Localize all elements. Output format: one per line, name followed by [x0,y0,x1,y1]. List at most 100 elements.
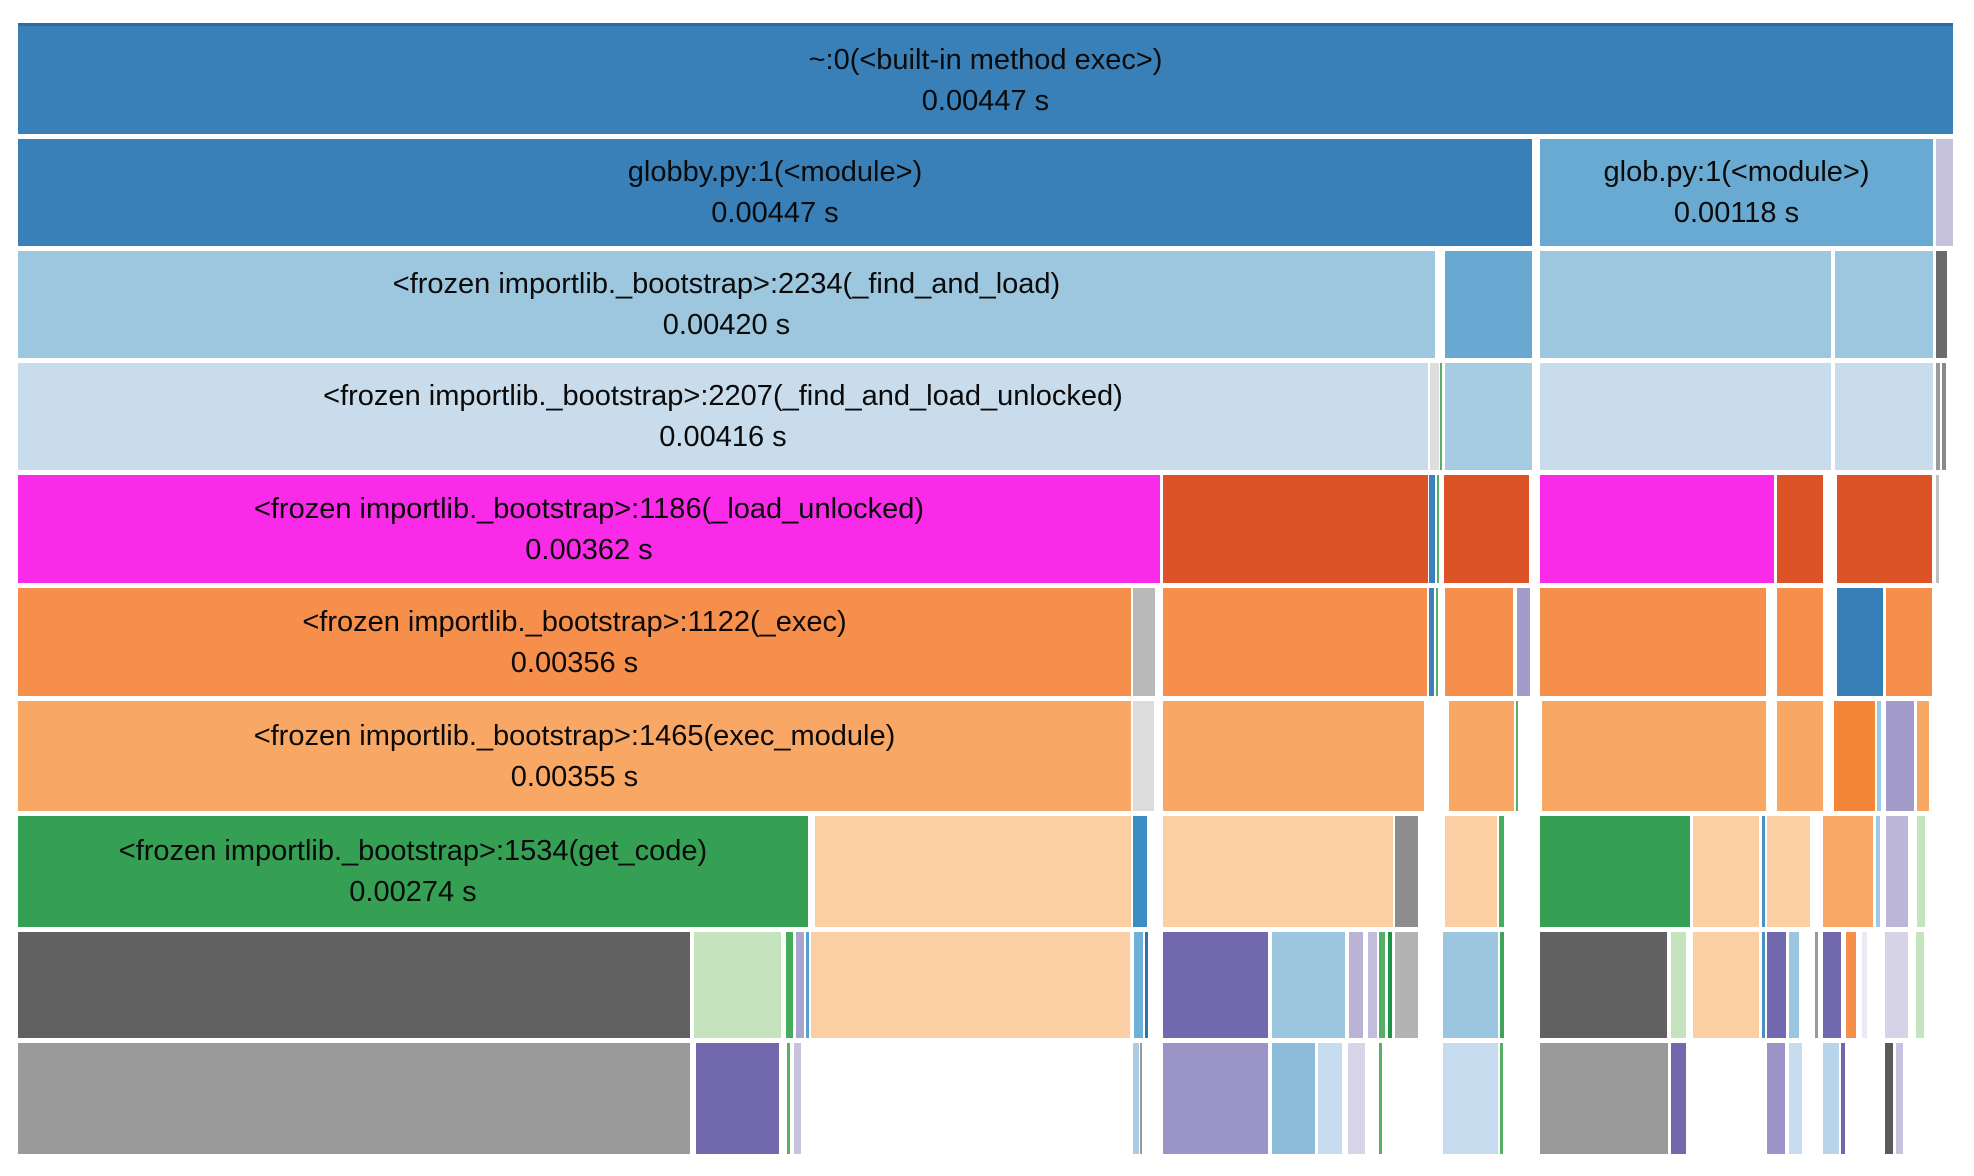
frame-depth-5-2[interactable] [1163,588,1427,696]
frame-depth-6-2[interactable] [1163,701,1424,811]
frame-depth-8-17[interactable] [1540,932,1667,1038]
frame-depth-5-9[interactable] [1837,588,1883,696]
frame-depth-5-7[interactable] [1540,588,1766,696]
frame-exec[interactable]: <frozen importlib._bootstrap>:1122(_exec… [18,588,1131,696]
frame-depth-8-5[interactable] [811,932,1130,1038]
frame-depth-7-12[interactable] [1876,816,1880,927]
frame-globby-module[interactable]: globby.py:1(<module>) 0.00447 s [18,139,1532,246]
frame-depth-7-7[interactable] [1540,816,1690,927]
frame-depth-8-10[interactable] [1349,932,1363,1038]
frame-depth-8-11[interactable] [1368,932,1377,1038]
frame-depth-3-5[interactable] [1835,363,1933,470]
frame-depth-8-1[interactable] [694,932,781,1038]
frame-depth-7-8[interactable] [1693,816,1759,927]
frame-depth-9-6[interactable] [1163,1043,1268,1154]
frame-depth-9-9[interactable] [1348,1043,1365,1154]
frame-depth-8-19[interactable] [1693,932,1759,1038]
frame-depth-8-26[interactable] [1862,932,1867,1038]
frame-depth-4-6[interactable] [1777,475,1823,583]
frame-depth-7-9[interactable] [1762,816,1765,927]
frame-depth-7-5[interactable] [1445,816,1497,927]
frame-depth-6-5[interactable] [1542,701,1766,811]
frame-depth-9-8[interactable] [1318,1043,1342,1154]
frame-depth-5-8[interactable] [1777,588,1823,696]
frame-depth-8-0[interactable] [18,932,690,1038]
frame-depth-8-2[interactable] [786,932,793,1038]
frame-find-and-load[interactable]: <frozen importlib._bootstrap>:2234(_find… [18,251,1435,358]
frame-depth-9-19[interactable] [1885,1043,1893,1154]
frame-depth-6-6[interactable] [1777,701,1823,811]
frame-depth-9-0[interactable] [18,1043,690,1154]
frame-depth-9-12[interactable] [1500,1043,1503,1154]
frame-depth-4-3[interactable] [1437,475,1439,583]
frame-exec-module[interactable]: <frozen importlib._bootstrap>:1465(exec_… [18,701,1131,811]
frame-depth-6-3[interactable] [1449,701,1514,811]
frame-depth-7-1[interactable] [815,816,1131,927]
frame-depth-8-4[interactable] [806,932,809,1038]
frame-builtin-exec[interactable]: ~:0(<built-in method exec>) 0.00447 s [18,23,1953,134]
frame-depth-9-10[interactable] [1379,1043,1382,1154]
frame-depth-7-14[interactable] [1917,816,1925,927]
frame-depth-4-1[interactable] [1163,475,1428,583]
frame-depth-3-6[interactable] [1936,363,1940,470]
frame-depth-2-3[interactable] [1835,251,1933,358]
frame-depth-8-9[interactable] [1272,932,1345,1038]
frame-depth-5-3[interactable] [1429,588,1434,696]
frame-depth-7-10[interactable] [1767,816,1810,927]
frame-depth-9-11[interactable] [1443,1043,1498,1154]
frame-depth-7-3[interactable] [1163,816,1393,927]
frame-depth-9-15[interactable] [1767,1043,1785,1154]
frame-depth-8-23[interactable] [1815,932,1818,1038]
frame-depth-6-8[interactable] [1877,701,1881,811]
frame-load-unlocked[interactable]: <frozen importlib._bootstrap>:1186(_load… [18,475,1160,583]
frame-depth-3-3[interactable] [1445,363,1532,470]
frame-depth-9-18[interactable] [1841,1043,1845,1154]
frame-depth-4-5[interactable] [1540,475,1774,583]
frame-depth-8-12[interactable] [1379,932,1385,1038]
frame-depth-6-10[interactable] [1917,701,1929,811]
frame-depth-8-3[interactable] [796,932,804,1038]
frame-depth-8-8[interactable] [1163,932,1268,1038]
frame-depth-9-2[interactable] [787,1043,790,1154]
frame-depth-7-6[interactable] [1499,816,1504,927]
frame-depth-8-7[interactable] [1145,932,1148,1038]
frame-depth-8-21[interactable] [1767,932,1786,1038]
frame-depth-8-15[interactable] [1443,932,1498,1038]
frame-depth-5-6[interactable] [1517,588,1530,696]
frame-depth-3-7[interactable] [1942,363,1946,470]
frame-depth-8-6[interactable] [1134,932,1143,1038]
frame-depth-4-4[interactable] [1444,475,1529,583]
frame-depth-3-1[interactable] [1430,363,1439,470]
frame-depth-7-11[interactable] [1823,816,1873,927]
frame-depth-9-17[interactable] [1823,1043,1839,1154]
frame-depth-4-2[interactable] [1429,475,1435,583]
frame-depth-2-2[interactable] [1540,251,1831,358]
frame-depth-3-4[interactable] [1540,363,1831,470]
frame-depth-9-14[interactable] [1671,1043,1686,1154]
frame-depth-9-5[interactable] [1140,1043,1142,1154]
frame-depth-8-24[interactable] [1823,932,1841,1038]
frame-depth-9-1[interactable] [696,1043,779,1154]
frame-depth-4-8[interactable] [1936,475,1939,583]
frame-depth-5-5[interactable] [1445,588,1513,696]
frame-depth-8-22[interactable] [1789,932,1799,1038]
frame-depth-9-3[interactable] [794,1043,801,1154]
frame-depth-1-2[interactable] [1936,139,1953,246]
frame-depth-6-1[interactable] [1133,701,1154,811]
frame-depth-8-20[interactable] [1762,932,1765,1038]
frame-depth-6-9[interactable] [1886,701,1914,811]
frame-glob-module[interactable]: glob.py:1(<module>) 0.00118 s [1540,139,1933,246]
frame-depth-9-16[interactable] [1789,1043,1802,1154]
frame-depth-7-2[interactable] [1133,816,1147,927]
frame-depth-8-13[interactable] [1388,932,1392,1038]
frame-depth-8-14[interactable] [1395,932,1418,1038]
frame-depth-6-4[interactable] [1516,701,1518,811]
frame-depth-6-7[interactable] [1834,701,1875,811]
frame-depth-8-28[interactable] [1916,932,1924,1038]
frame-depth-8-27[interactable] [1885,932,1908,1038]
frame-depth-9-4[interactable] [1133,1043,1139,1154]
frame-depth-4-7[interactable] [1837,475,1932,583]
frame-find-and-load-unlocked[interactable]: <frozen importlib._bootstrap>:2207(_find… [18,363,1428,470]
frame-depth-2-1[interactable] [1445,251,1532,358]
frame-depth-8-16[interactable] [1500,932,1504,1038]
